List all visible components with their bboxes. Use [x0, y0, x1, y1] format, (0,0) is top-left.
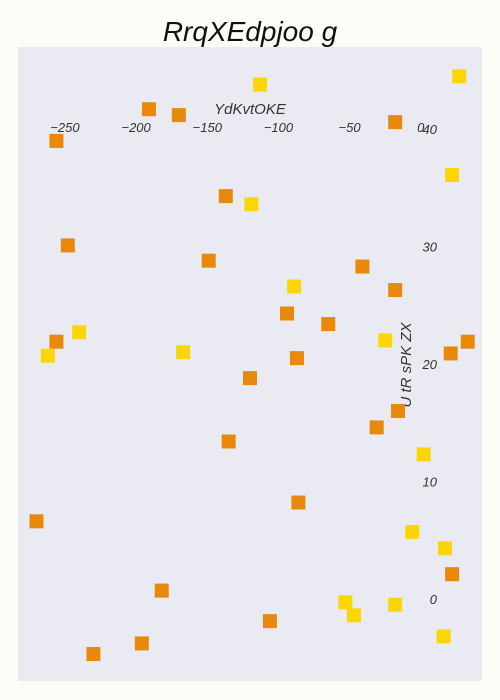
- data-point: [49, 133, 64, 148]
- data-point: [287, 279, 302, 294]
- data-point: [388, 283, 403, 298]
- data-point: [60, 238, 75, 253]
- data-point: [280, 306, 295, 321]
- data-point: [338, 595, 353, 610]
- data-point: [154, 583, 169, 598]
- x-axis-label: YdKvtOKE: [214, 101, 287, 118]
- data-point: [29, 514, 44, 529]
- data-point: [289, 351, 304, 366]
- data-points: [29, 69, 475, 661]
- data-point: [416, 447, 431, 462]
- x-tick-label: −250: [50, 120, 80, 135]
- data-point: [72, 325, 87, 340]
- data-point: [49, 334, 64, 349]
- data-point: [141, 102, 156, 117]
- data-point: [244, 197, 259, 212]
- data-point: [40, 348, 55, 363]
- data-point: [445, 167, 460, 182]
- y-axis-label: U tR sPK ZX: [398, 322, 415, 408]
- x-tick-label: −150: [193, 120, 223, 135]
- x-tick-label: −200: [121, 120, 151, 135]
- data-point: [369, 420, 384, 435]
- y-tick-label: 20: [422, 357, 438, 372]
- data-point: [134, 636, 149, 651]
- data-point: [355, 259, 370, 274]
- x-tick-labels: −250 −200 −150 −100 −50 0: [50, 120, 425, 135]
- data-point: [221, 434, 236, 449]
- data-point: [445, 567, 460, 582]
- data-point: [218, 189, 233, 204]
- data-point: [86, 646, 101, 661]
- data-point: [321, 317, 336, 332]
- data-point: [388, 115, 403, 130]
- y-tick-label: 10: [423, 474, 438, 489]
- data-point: [460, 334, 475, 349]
- y-tick-label: 0: [430, 592, 438, 607]
- y-tick-label: 40: [423, 122, 438, 137]
- data-point: [378, 333, 393, 348]
- data-point: [201, 253, 216, 268]
- data-point: [437, 541, 452, 556]
- y-tick-labels: 0 10 20 30 40: [422, 122, 438, 607]
- chart-title: RrqXEdpjoo g: [163, 16, 338, 47]
- x-tick-label: −50: [339, 120, 362, 135]
- data-point: [243, 371, 257, 386]
- data-point: [405, 524, 420, 539]
- data-point: [291, 495, 306, 510]
- data-point: [171, 108, 186, 123]
- plot-area: [18, 47, 482, 681]
- data-point: [262, 614, 277, 629]
- data-point: [443, 346, 458, 361]
- data-point: [391, 403, 406, 418]
- data-point: [252, 77, 267, 92]
- y-tick-label: 30: [423, 240, 438, 255]
- data-point: [452, 69, 467, 84]
- data-point: [436, 629, 451, 644]
- data-point: [346, 608, 361, 623]
- x-tick-label: 0: [417, 120, 425, 135]
- data-point: [388, 597, 403, 612]
- x-tick-label: −100: [264, 120, 294, 135]
- data-point: [176, 345, 191, 360]
